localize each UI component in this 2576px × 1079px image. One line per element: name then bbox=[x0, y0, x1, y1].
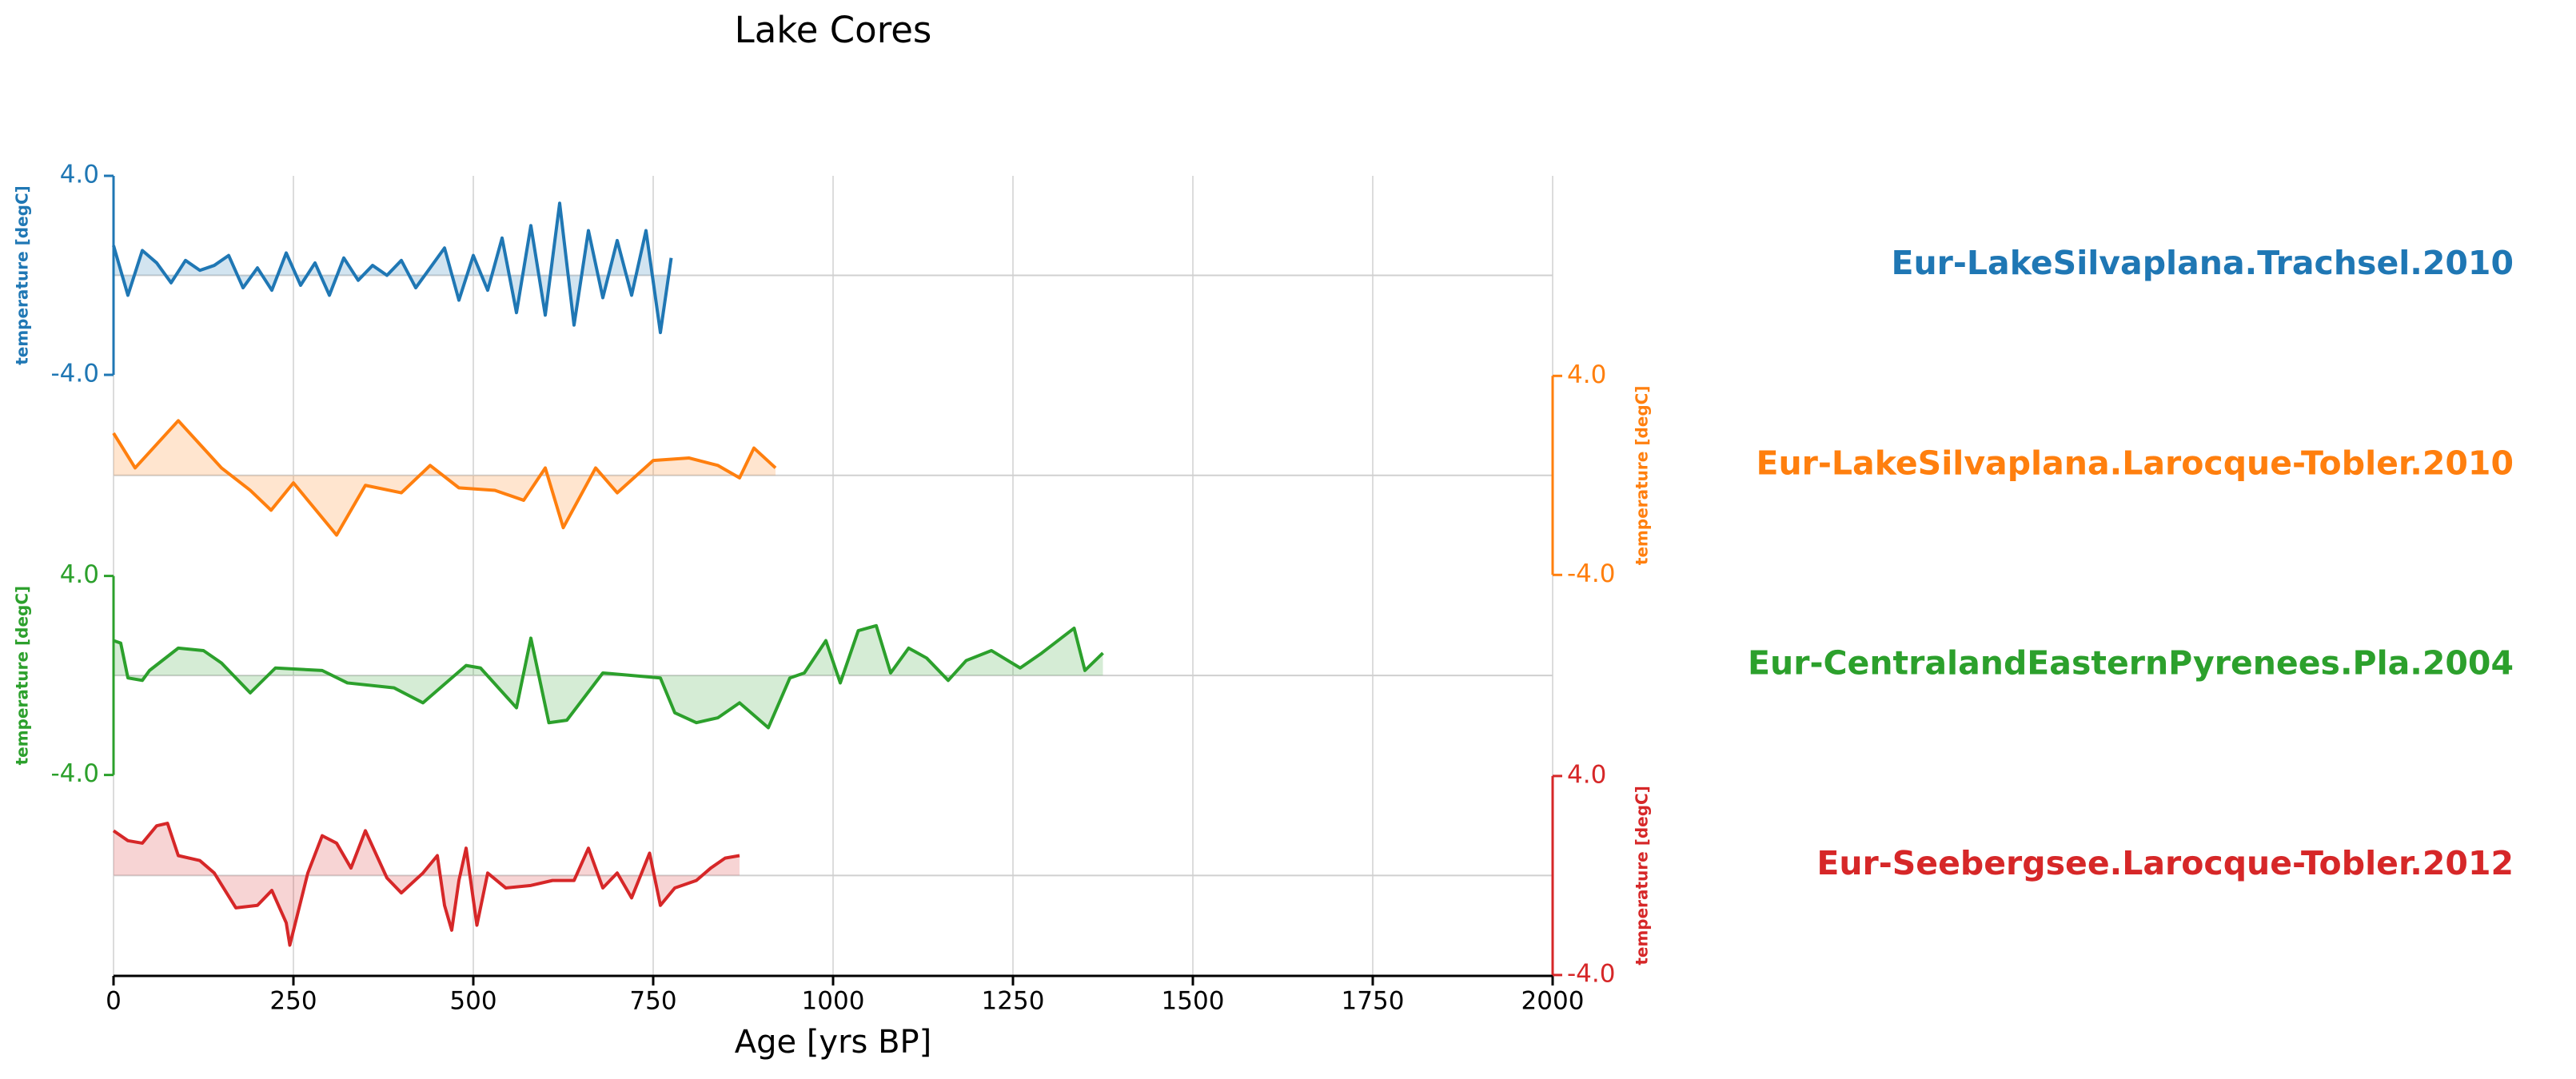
y-axis-label: temperature [degC] bbox=[1633, 386, 1652, 566]
y-tick-label: -4.0 bbox=[51, 360, 100, 388]
series-label: Eur-CentralandEasternPyrenees.Pla.2004 bbox=[1748, 644, 2514, 683]
chart-title: Lake Cores bbox=[735, 9, 932, 51]
data-line bbox=[112, 822, 740, 947]
y-tick-label: -4.0 bbox=[51, 759, 100, 788]
data-line bbox=[112, 201, 673, 335]
x-tick-label: 1250 bbox=[982, 987, 1045, 1016]
x-tick-label: 500 bbox=[449, 987, 496, 1016]
y-axis-label: temperature [degC] bbox=[13, 586, 32, 766]
x-axis-label: Age [yrs BP] bbox=[735, 1024, 932, 1061]
y-tick-label: 4.0 bbox=[1567, 360, 1606, 389]
series-label: Eur-LakeSilvaplana.Larocque-Tobler.2010 bbox=[1756, 444, 2514, 482]
series-label: Eur-LakeSilvaplana.Trachsel.2010 bbox=[1891, 244, 2514, 282]
x-tick-label: 1750 bbox=[1342, 987, 1405, 1016]
series-label: Eur-Seebergsee.Larocque-Tobler.2012 bbox=[1816, 844, 2514, 882]
x-tick-label: 1000 bbox=[802, 987, 865, 1016]
data-line bbox=[113, 623, 1104, 730]
x-tick-label: 2000 bbox=[1521, 987, 1585, 1016]
x-tick-label: 0 bbox=[106, 987, 122, 1016]
y-tick-label: 4.0 bbox=[60, 560, 99, 589]
y-tick-label: -4.0 bbox=[1567, 959, 1616, 988]
x-tick-label: 250 bbox=[269, 987, 317, 1016]
x-tick-label: 1500 bbox=[1162, 987, 1225, 1016]
y-axis-label: temperature [degC] bbox=[1633, 786, 1652, 966]
y-tick-label: -4.0 bbox=[1567, 559, 1616, 588]
area-fill bbox=[114, 625, 1103, 728]
y-tick-label: 4.0 bbox=[60, 161, 99, 189]
data-line bbox=[112, 419, 777, 537]
area-fill bbox=[114, 420, 776, 536]
x-tick-label: 750 bbox=[629, 987, 676, 1016]
area-fill bbox=[114, 823, 740, 946]
y-tick-label: 4.0 bbox=[1567, 760, 1606, 789]
y-axis-label: temperature [degC] bbox=[13, 185, 32, 365]
